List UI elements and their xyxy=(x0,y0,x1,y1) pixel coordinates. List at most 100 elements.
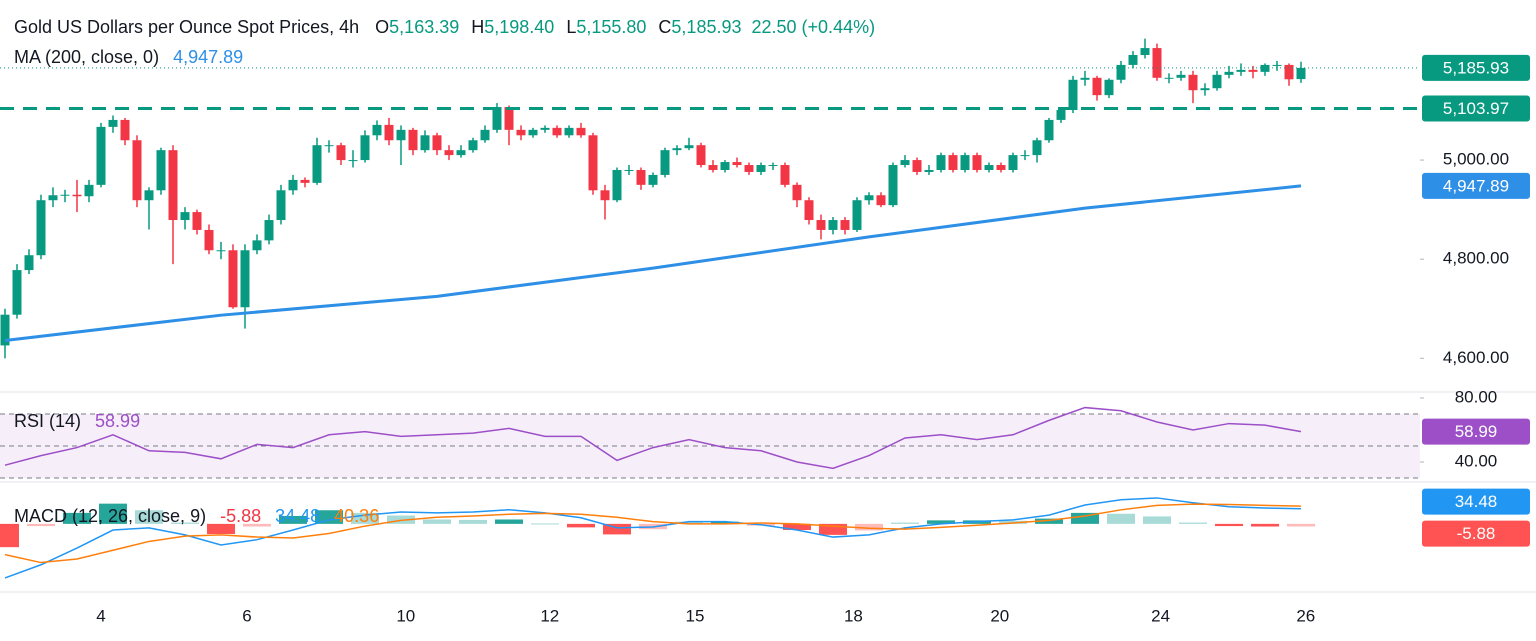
candle-body xyxy=(1272,64,1282,66)
candle-body xyxy=(516,129,526,136)
candle-body xyxy=(1260,64,1270,72)
macd-histogram-bar xyxy=(171,522,199,524)
candle-body xyxy=(744,165,754,172)
macd-histogram-bar xyxy=(27,523,55,527)
candle-body xyxy=(816,220,826,230)
macd-histogram-bar xyxy=(315,510,343,524)
price-badge-label: 34.48 xyxy=(1455,492,1498,511)
candle-body xyxy=(456,150,466,156)
candle-body xyxy=(240,250,250,308)
macd-histogram-bar xyxy=(63,512,91,524)
candle-body xyxy=(120,119,130,141)
candle-body xyxy=(504,107,514,130)
price-badge xyxy=(1422,520,1530,547)
candle-body xyxy=(636,169,646,185)
candle-body xyxy=(588,135,598,191)
candle-body xyxy=(108,119,118,127)
ohlc-value: 5,163.39 xyxy=(389,17,459,37)
candle-body xyxy=(324,145,334,147)
candle-body xyxy=(228,250,238,308)
ohlc-key: C xyxy=(658,17,671,37)
price-badge xyxy=(1422,54,1530,81)
ma-line xyxy=(4,184,1302,342)
x-tick-label: 12 xyxy=(540,606,559,625)
macd-histogram-bar xyxy=(1215,523,1243,527)
candle-body xyxy=(1128,55,1138,65)
macd-histogram-bar xyxy=(1287,523,1315,527)
ma-value: 4,947.89 xyxy=(173,47,243,67)
candle-body xyxy=(492,107,502,130)
macd-histogram-bar xyxy=(603,523,631,535)
ohlc-key: H xyxy=(471,17,484,37)
ohlc-value: 5,185.93 xyxy=(671,17,741,37)
macd-histogram-bar xyxy=(207,523,235,534)
candle-body xyxy=(888,165,898,206)
candle-body xyxy=(12,270,22,315)
price-badge-label: 4,947.89 xyxy=(1443,176,1509,195)
candle-body xyxy=(360,135,370,161)
candle-body xyxy=(900,160,910,166)
macd-legend: MACD (12, 26, close, 9) -5.88 34.48 40.36 xyxy=(14,506,379,526)
candle-body xyxy=(1152,48,1162,78)
macd-histogram-bar xyxy=(243,523,271,527)
ma-name: MA (200, close, 0) xyxy=(14,47,159,67)
candle-body xyxy=(1116,64,1126,80)
candle-body xyxy=(156,150,166,191)
candle-body xyxy=(708,165,718,170)
candle-body xyxy=(408,129,418,151)
candle-body xyxy=(876,195,886,206)
macd-histogram-bar xyxy=(279,515,307,524)
candle-body xyxy=(336,145,346,161)
candle-body xyxy=(576,127,586,136)
candle-body xyxy=(768,165,778,167)
price-badge xyxy=(1422,418,1530,445)
macd-histogram-bar xyxy=(423,519,451,524)
macd-histogram-bar xyxy=(531,523,559,525)
candle-body xyxy=(312,145,322,183)
candle-body xyxy=(936,155,946,170)
candle-body xyxy=(48,195,58,201)
candle-body xyxy=(168,150,178,221)
candle-body xyxy=(984,165,994,170)
ohlc-value: 5,155.80 xyxy=(576,17,646,37)
x-tick-label: 26 xyxy=(1296,606,1315,625)
candle-body xyxy=(480,129,490,141)
macd-value: 34.48 xyxy=(275,506,320,526)
marks: 5,000.00 4,800.00 4,600.00 4 6 10 12 15 18 20 24 26… xyxy=(0,38,1530,625)
chart-title: Gold US Dollars per Ounce Spot Prices, 4… xyxy=(14,17,359,37)
x-tick-label: 20 xyxy=(990,606,1009,625)
candle-body xyxy=(540,127,550,130)
x-tick-label: 10 xyxy=(396,606,415,625)
macd-histogram-bar xyxy=(1179,522,1207,524)
candle-body xyxy=(840,220,850,230)
candle-body xyxy=(756,165,766,172)
candle-body xyxy=(216,250,226,252)
rsi-title: RSI (14) xyxy=(14,411,81,431)
candle-body xyxy=(300,179,310,183)
macd-histogram-bar xyxy=(1071,512,1099,524)
candle-body xyxy=(24,255,34,271)
macd-histogram-bar xyxy=(783,523,811,531)
candle-body xyxy=(1140,48,1150,56)
candle-body xyxy=(420,135,430,151)
candle-body xyxy=(396,129,406,141)
macd-histogram-bar xyxy=(351,512,379,524)
header: Gold US Dollars per Ounce Spot Prices, 4… xyxy=(14,17,875,37)
candle-body xyxy=(804,200,814,221)
signal-line xyxy=(4,503,1302,564)
candle-body xyxy=(1164,77,1174,79)
macd-histogram-bar xyxy=(99,503,127,524)
y-tick-label: 4,600.00 xyxy=(1443,348,1509,367)
candle-body xyxy=(792,184,802,201)
candle-body xyxy=(624,169,634,171)
candle-body xyxy=(84,184,94,197)
candle-body xyxy=(468,140,478,151)
candle-body xyxy=(1176,74,1186,78)
x-tick-label: 6 xyxy=(242,606,251,625)
candle-body xyxy=(1224,71,1234,75)
candle-body xyxy=(1200,88,1210,91)
x-tick-label: 15 xyxy=(686,606,705,625)
price-badge xyxy=(1422,95,1530,122)
macd-histogram-bar xyxy=(855,523,883,531)
